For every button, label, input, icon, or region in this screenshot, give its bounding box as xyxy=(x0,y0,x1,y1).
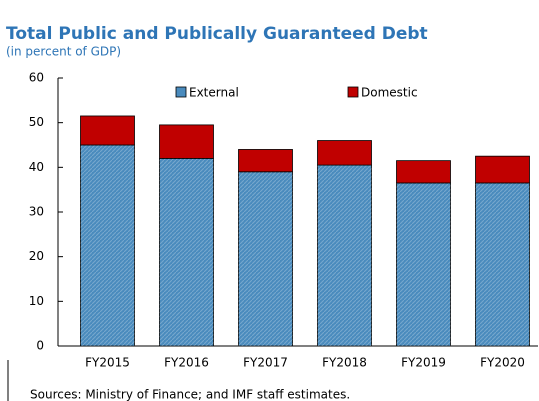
x-tick-label: FY2019 xyxy=(401,356,446,370)
legend-swatch xyxy=(175,86,187,98)
y-tick-label: 20 xyxy=(29,249,44,263)
y-tick-label: 50 xyxy=(29,115,44,129)
bar-segment xyxy=(238,149,293,173)
legend-swatch xyxy=(347,86,359,98)
source-note: Sources: Ministry of Finance; and IMF st… xyxy=(30,388,350,401)
x-tick-label: FY2018 xyxy=(322,356,367,370)
bar-segment xyxy=(396,160,451,184)
legend-label: External xyxy=(189,86,239,100)
chart-title: Total Public and Publically Guaranteed D… xyxy=(6,24,428,44)
y-tick-label: 10 xyxy=(29,294,44,308)
bar-hatch xyxy=(159,158,214,346)
bar-segment xyxy=(317,140,372,166)
bar-hatch xyxy=(317,165,372,346)
y-tick-label: 60 xyxy=(29,71,44,85)
y-tick-label: 40 xyxy=(29,160,44,174)
bar-segment xyxy=(475,155,530,184)
bar-hatch xyxy=(475,182,530,346)
x-tick-label: FY2016 xyxy=(164,356,209,370)
chart-subtitle: (in percent of GDP) xyxy=(6,45,121,59)
legend-label: Domestic xyxy=(361,86,418,100)
x-tick-label: FY2015 xyxy=(85,356,130,370)
y-tick-label: 0 xyxy=(36,339,44,353)
x-tick-label: FY2020 xyxy=(480,356,525,370)
x-tick-label: FY2017 xyxy=(243,356,288,370)
bar-hatch xyxy=(80,145,135,346)
bar-segment xyxy=(159,124,214,159)
bar-hatch xyxy=(396,182,451,346)
y-tick-label: 30 xyxy=(29,205,44,219)
bar-segment xyxy=(80,115,135,146)
bar-hatch xyxy=(238,171,293,346)
